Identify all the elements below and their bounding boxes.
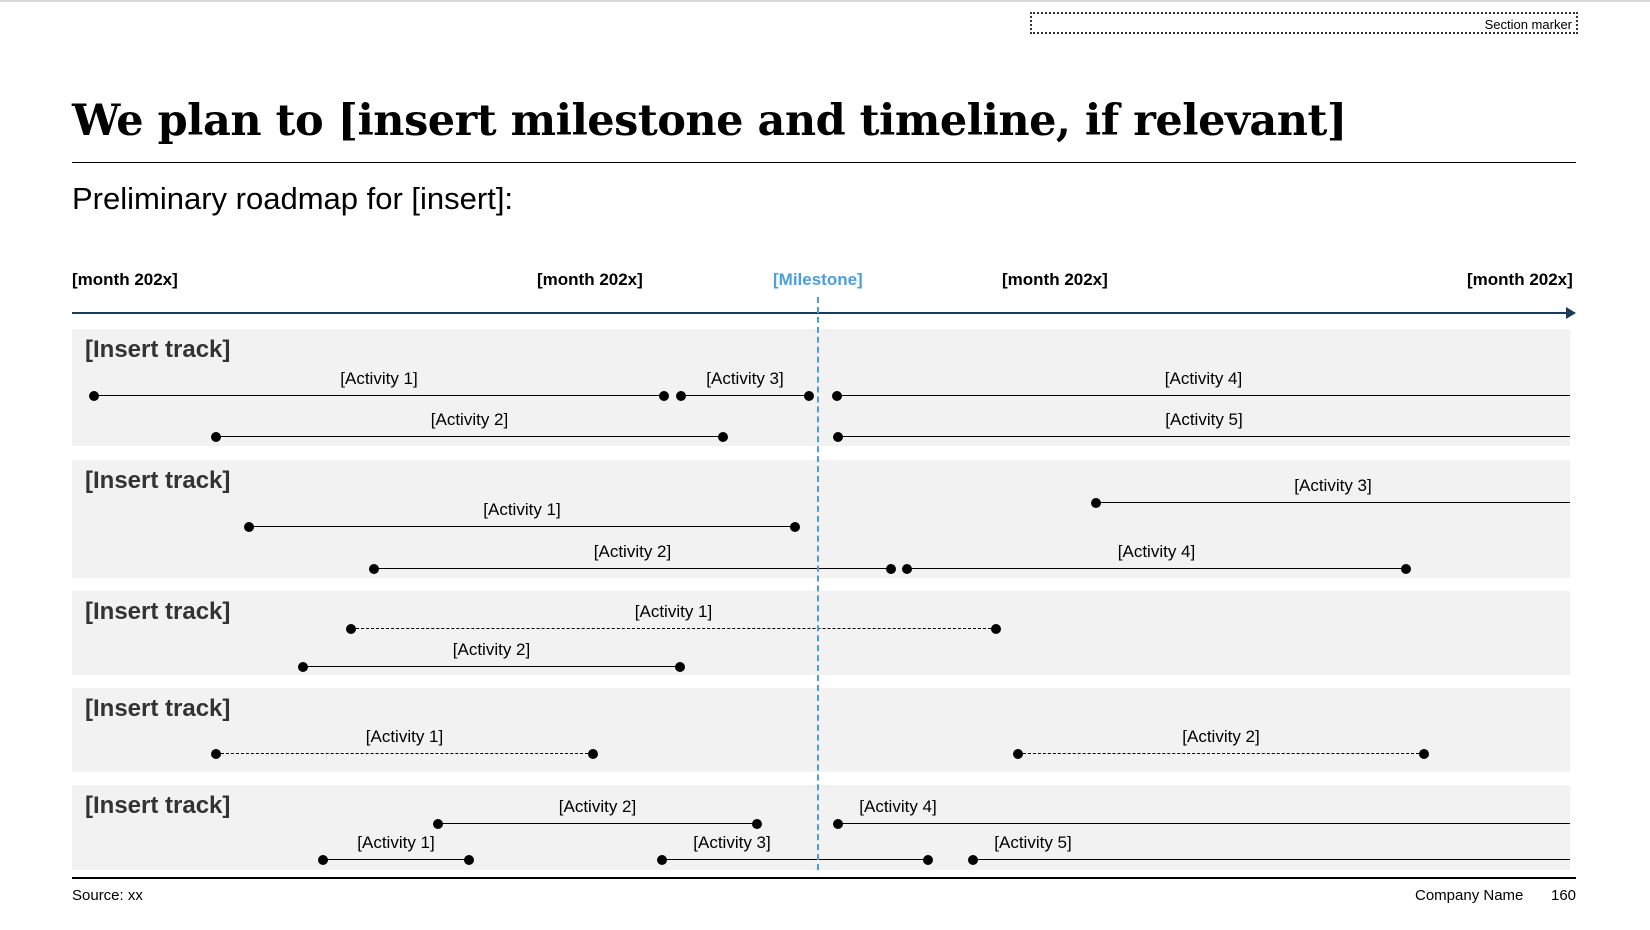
activity-bar — [907, 568, 1406, 570]
activity-end-dot — [752, 819, 762, 829]
track-band — [72, 785, 1570, 870]
activity-start-dot — [244, 522, 254, 532]
activity-bar — [838, 436, 1570, 438]
activity-label: [Activity 2] — [1182, 727, 1260, 746]
activity-start-dot — [346, 624, 356, 634]
activity-label: [Activity 5] — [994, 833, 1072, 852]
activity-bar — [1018, 753, 1424, 755]
timeline-month-4: [month 202x] — [1467, 270, 1573, 289]
footer-divider — [72, 877, 1576, 879]
activity-start-dot — [318, 855, 328, 865]
activity-end-dot — [718, 432, 728, 442]
top-rule — [0, 0, 1650, 2]
activity-bar — [837, 395, 1570, 397]
activity-end-dot — [675, 662, 685, 672]
footer-page-number: 160 — [1551, 887, 1577, 904]
section-marker: Section marker — [1030, 12, 1578, 34]
timeline-axis-arrow — [1566, 307, 1576, 319]
activity-label: [Activity 4] — [1117, 542, 1196, 561]
activity-start-dot — [89, 391, 99, 401]
activity-bar — [303, 666, 680, 668]
activity-bar — [838, 823, 1570, 825]
activity-bar — [216, 436, 723, 438]
activity-start-dot — [211, 749, 221, 759]
timeline-month-2: [month 202x] — [537, 270, 643, 289]
activity-bar — [662, 859, 928, 861]
activity-label: [Activity 4] — [1164, 369, 1243, 388]
activity-end-dot — [923, 855, 933, 865]
activity-start-dot — [657, 855, 667, 865]
track-band — [72, 460, 1570, 578]
activity-label: [Activity 1] — [634, 602, 713, 621]
activity-start-dot — [298, 662, 308, 672]
activity-start-dot — [433, 819, 443, 829]
activity-label: [Activity 2] — [452, 640, 531, 659]
activity-label: [Activity 1] — [357, 833, 435, 852]
activity-start-dot — [832, 391, 842, 401]
activity-start-dot — [676, 391, 686, 401]
page-subtitle: Preliminary roadmap for [insert]: — [72, 181, 514, 216]
track-label: [Insert track] — [85, 467, 231, 494]
timeline-axis — [72, 312, 1566, 314]
activity-bar — [249, 526, 795, 528]
page-title: We plan to [insert milestone and timelin… — [72, 96, 1347, 146]
track-label: [Insert track] — [85, 695, 231, 722]
activity-bar — [681, 395, 809, 397]
activity-bar — [216, 753, 593, 755]
activity-start-dot — [369, 564, 379, 574]
timeline-month-1: [month 202x] — [72, 270, 178, 289]
activity-start-dot — [1091, 498, 1101, 508]
track-label: [Insert track] — [85, 336, 231, 363]
activity-label: [Activity 4] — [859, 797, 937, 816]
track-label: [Insert track] — [85, 598, 231, 625]
activity-start-dot — [1013, 749, 1023, 759]
activity-bar — [438, 823, 757, 825]
activity-label: [Activity 1] — [483, 500, 561, 519]
title-divider — [72, 162, 1576, 163]
activity-end-dot — [659, 391, 669, 401]
activity-end-dot — [464, 855, 474, 865]
activity-end-dot — [1419, 749, 1429, 759]
activity-end-dot — [886, 564, 896, 574]
activity-start-dot — [902, 564, 912, 574]
timeline-milestone-label: [Milestone] — [773, 270, 863, 289]
activity-label: [Activity 3] — [693, 833, 771, 852]
activity-label: [Activity 2] — [593, 542, 672, 561]
activity-label: [Activity 1] — [340, 369, 418, 388]
activity-label: [Activity 3] — [706, 369, 784, 388]
activity-bar — [351, 628, 996, 630]
footer-source: Source: xx — [72, 887, 143, 904]
timeline-month-3: [month 202x] — [1002, 270, 1108, 289]
activity-label: [Activity 2] — [558, 797, 637, 816]
activity-start-dot — [211, 432, 221, 442]
activity-start-dot — [833, 819, 843, 829]
activity-label: [Activity 3] — [1294, 476, 1372, 495]
activity-label: [Activity 5] — [1165, 410, 1243, 429]
activity-label: [Activity 1] — [365, 727, 444, 746]
activity-end-dot — [1401, 564, 1411, 574]
track-label: [Insert track] — [85, 792, 231, 819]
activity-bar — [1096, 502, 1570, 504]
activity-end-dot — [588, 749, 598, 759]
activity-end-dot — [804, 391, 814, 401]
track-band — [72, 591, 1570, 675]
activity-start-dot — [968, 855, 978, 865]
activity-bar — [973, 859, 1570, 861]
track-band — [72, 329, 1570, 446]
activity-end-dot — [991, 624, 1001, 634]
milestone-line — [817, 297, 819, 870]
activity-bar — [323, 859, 469, 861]
activity-start-dot — [833, 432, 843, 442]
activity-end-dot — [790, 522, 800, 532]
footer-company: Company Name — [1415, 887, 1524, 904]
activity-bar — [94, 395, 664, 397]
activity-label: [Activity 2] — [430, 410, 509, 429]
track-band — [72, 688, 1570, 772]
activity-bar — [374, 568, 891, 570]
